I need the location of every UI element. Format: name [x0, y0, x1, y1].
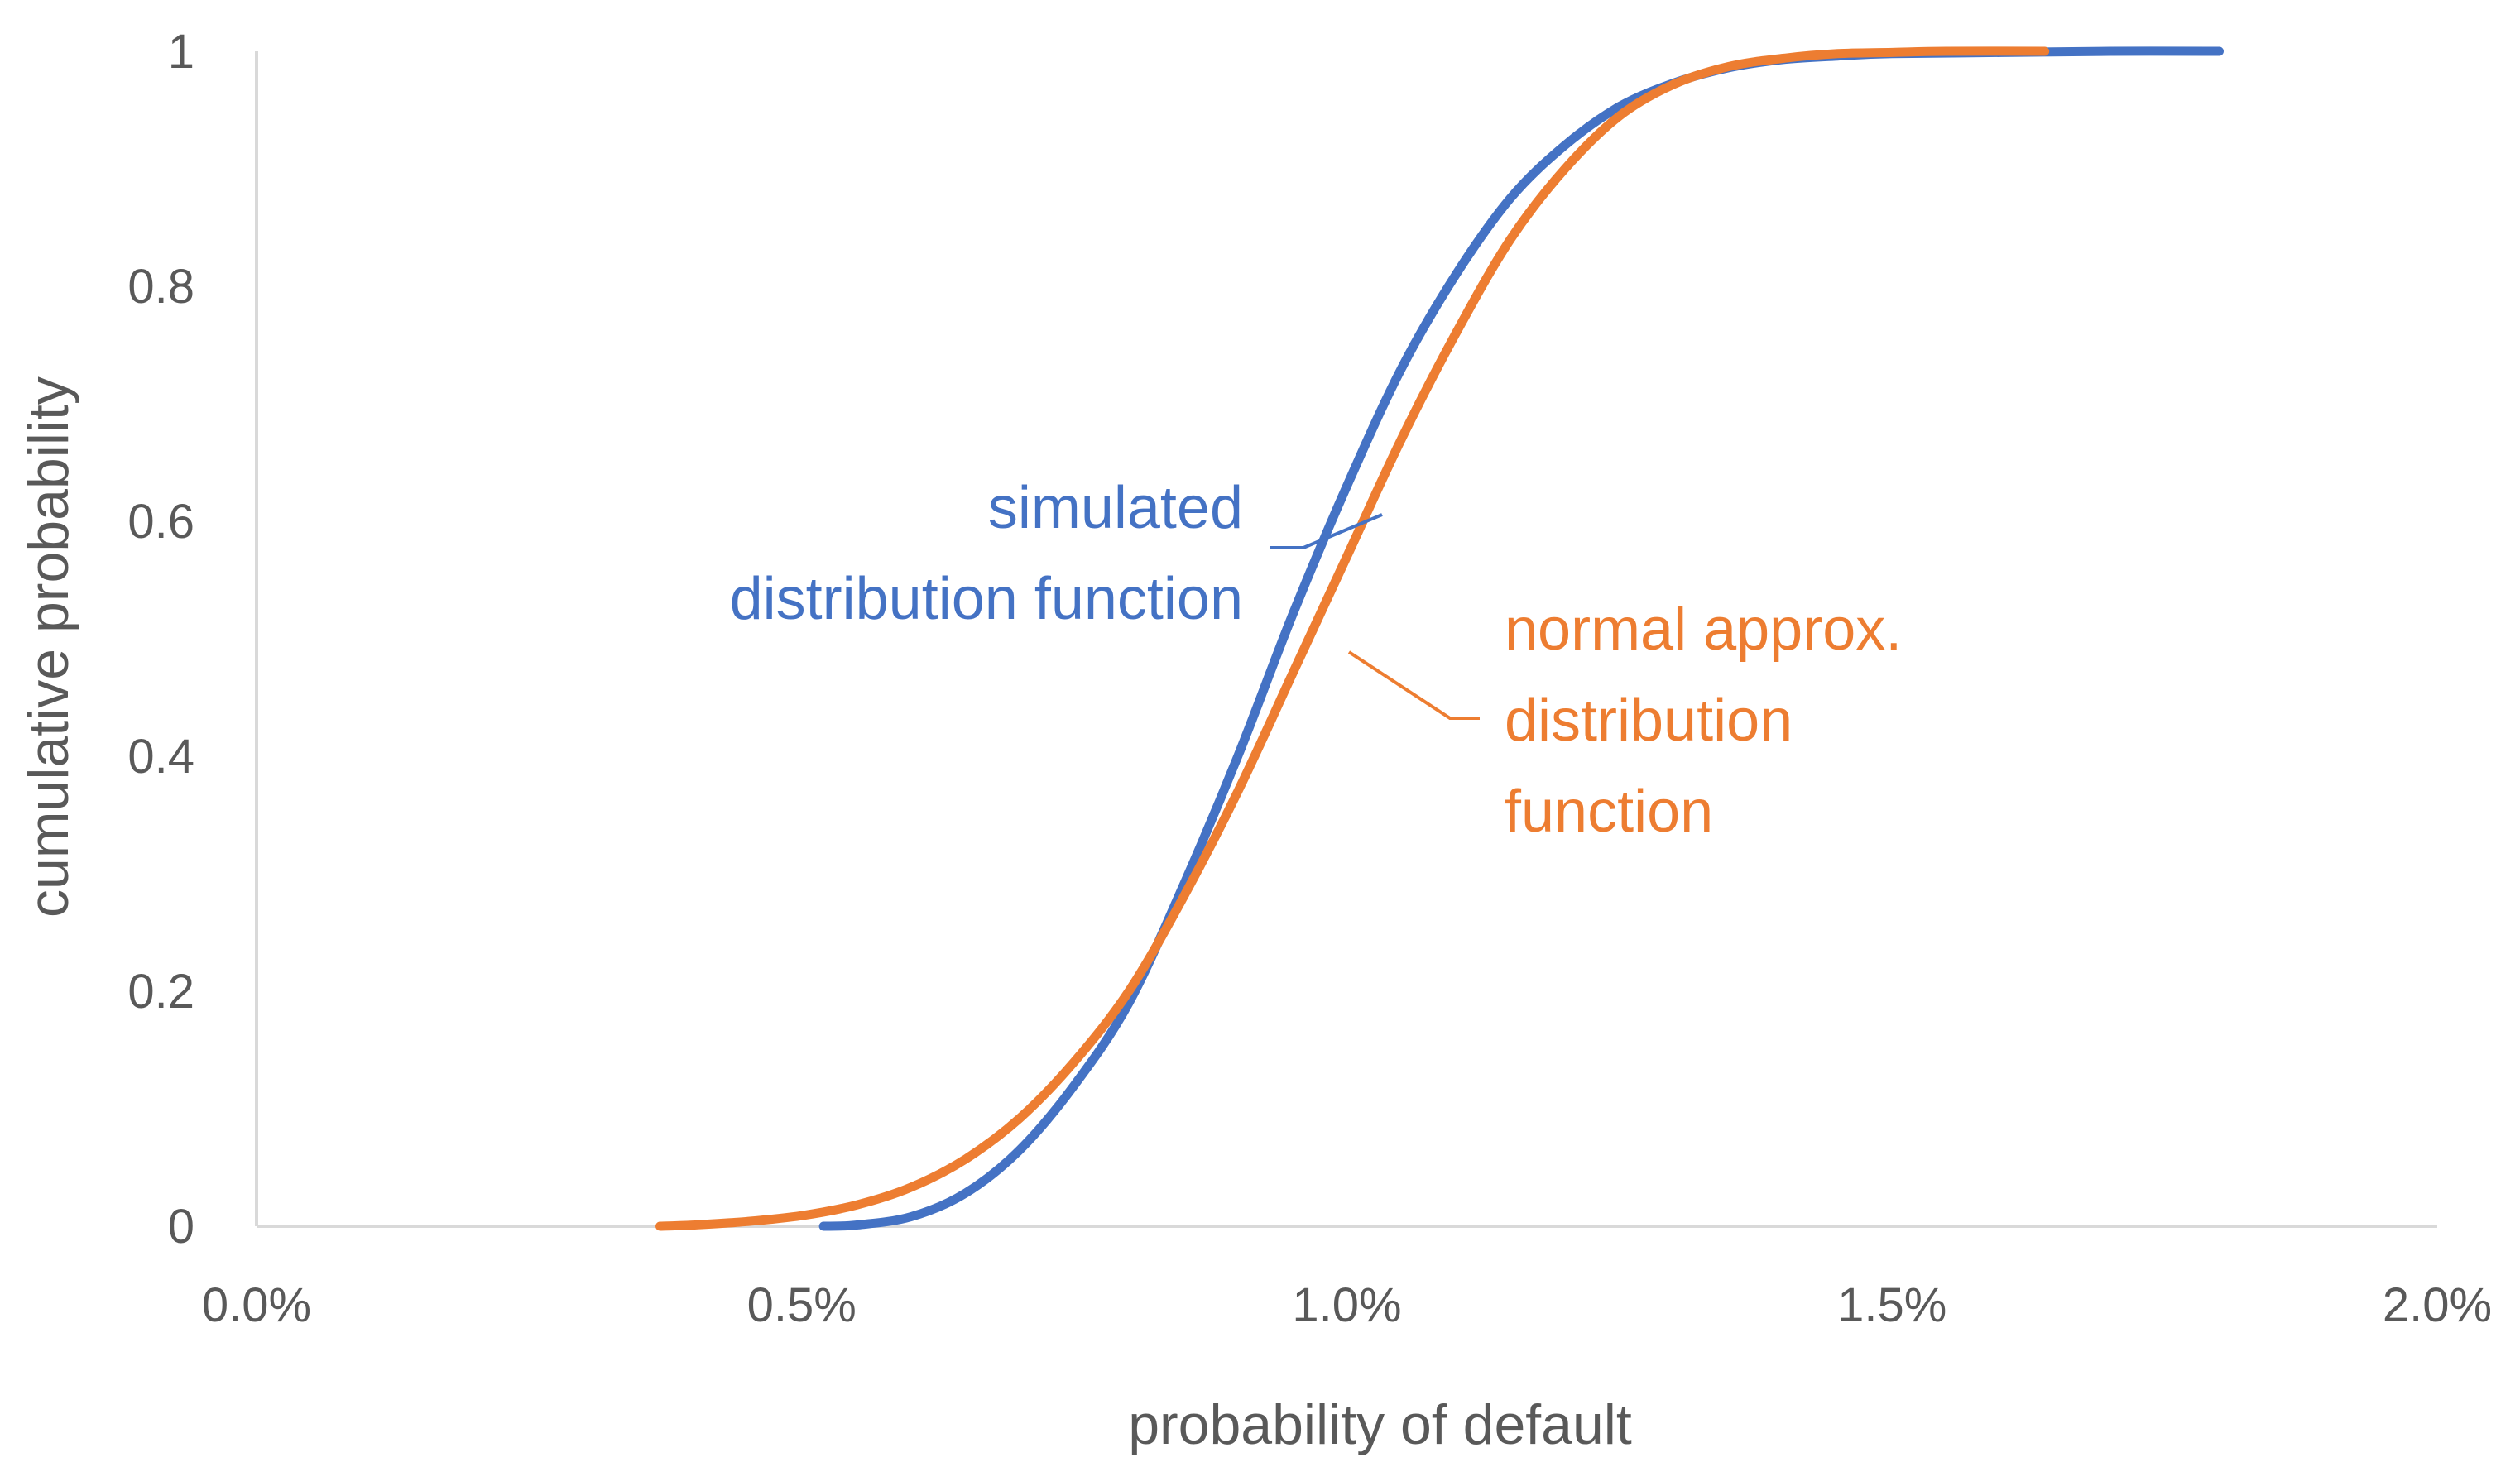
series-line-normal-approx	[655, 46, 2050, 1231]
x-tick-label: 1.5%	[1837, 1278, 1946, 1332]
annotation-simulated: simulated distribution function	[730, 475, 1383, 632]
x-tick-label: 0.0%	[202, 1278, 311, 1332]
y-tick-label: 0.4	[127, 730, 194, 784]
annotation-text-line: distribution function	[730, 566, 1243, 632]
x-axis-title: probability of default	[1128, 1393, 1632, 1456]
y-tick-label: 0	[168, 1200, 194, 1254]
annotation-text-line: distribution	[1505, 688, 1793, 754]
annotation-text-line: simulated	[988, 475, 1243, 541]
y-tick-labels: 0 0.2 0.4 0.6 0.8 1	[127, 25, 194, 1254]
annotation-normal-approx: normal approx. distribution function	[1347, 597, 1902, 845]
annotation-leader-line	[1270, 513, 1383, 549]
axes	[255, 51, 2437, 1228]
y-tick-label: 0.2	[127, 965, 194, 1019]
annotation-leader-line	[1347, 650, 1480, 720]
annotation-text-line: function	[1505, 779, 1713, 845]
y-tick-label: 1	[168, 25, 194, 79]
x-tick-label: 0.5%	[747, 1278, 857, 1332]
x-tick-label: 1.0%	[1292, 1278, 1401, 1332]
series-layer	[655, 46, 2224, 1231]
y-tick-label: 0.6	[127, 495, 194, 549]
annotation-text-line: normal approx.	[1505, 597, 1902, 663]
x-tick-label: 2.0%	[2383, 1278, 2492, 1332]
x-tick-labels: 0.0% 0.5% 1.0% 1.5% 2.0%	[202, 1278, 2492, 1332]
y-tick-label: 0.8	[127, 260, 194, 314]
y-axis-title: cumulative probability	[17, 376, 80, 918]
